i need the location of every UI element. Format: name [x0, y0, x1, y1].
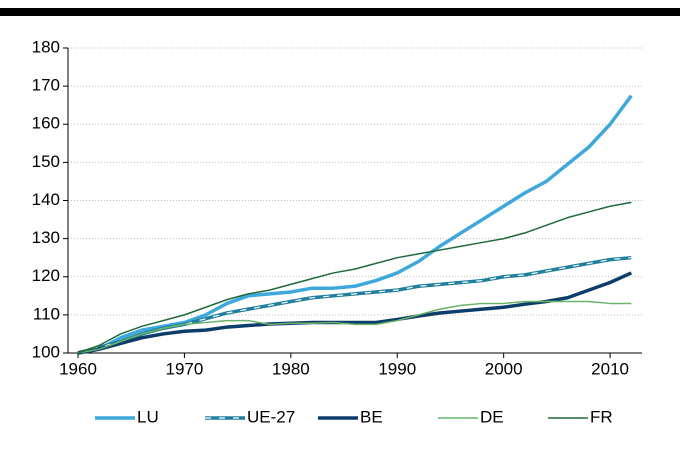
series-line: [77, 271, 633, 355]
y-tick-label: 170: [32, 76, 60, 95]
x-tick-label: 1960: [59, 359, 97, 378]
legend-label: UE-27: [247, 407, 295, 426]
y-tick-label: 130: [32, 228, 60, 247]
series-line: [77, 300, 632, 354]
y-tick-label: 100: [32, 342, 60, 361]
series-line: [77, 255, 632, 355]
series-line: [77, 94, 633, 355]
legend-label: FR: [590, 407, 613, 426]
x-tick-label: 2010: [591, 359, 629, 378]
legend-label: DE: [480, 407, 504, 426]
legend-label: LU: [137, 407, 159, 426]
legend-label: BE: [360, 407, 383, 426]
x-tick-label: 2000: [485, 359, 523, 378]
series-dash: [77, 257, 632, 354]
y-tick-label: 120: [32, 266, 60, 285]
x-tick-label: 1980: [272, 359, 310, 378]
y-tick-label: 150: [32, 152, 60, 171]
y-tick-label: 180: [32, 37, 60, 56]
y-tick-label: 110: [33, 304, 60, 323]
series-line: [77, 201, 632, 354]
x-tick-label: 1970: [166, 359, 204, 378]
y-tick-label: 140: [32, 190, 60, 209]
header-bar: [0, 8, 680, 16]
y-tick-label: 160: [32, 114, 60, 133]
x-tick-label: 1990: [378, 359, 416, 378]
